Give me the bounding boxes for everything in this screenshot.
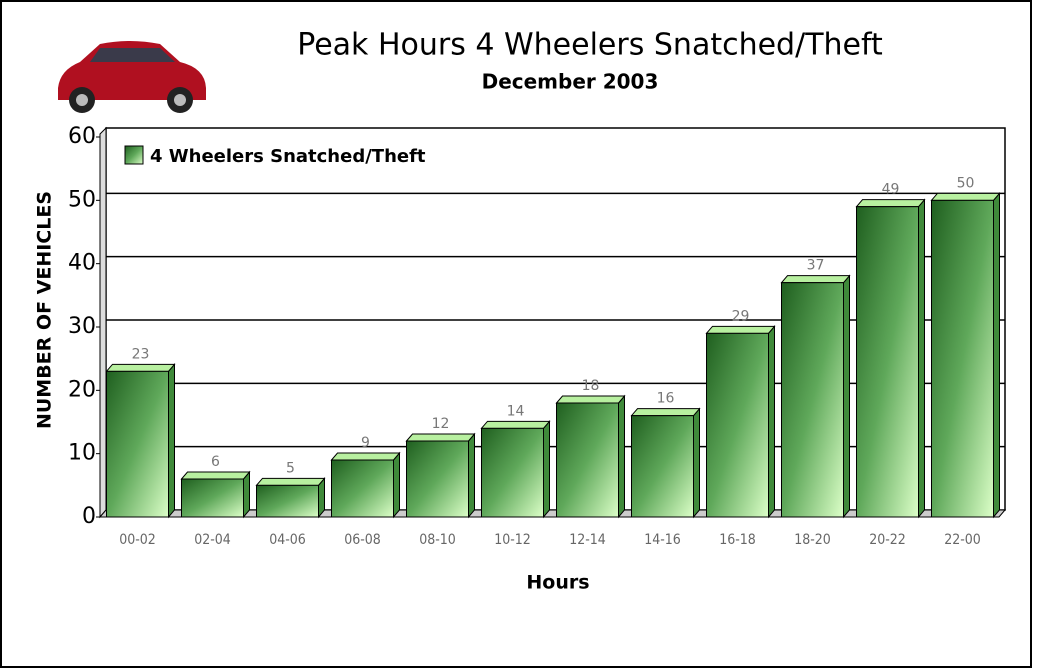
y-tick-label: 50 (68, 187, 96, 212)
x-axis-label: Hours (526, 572, 589, 594)
car-icon (58, 41, 206, 113)
bar (180, 470, 251, 519)
bar (630, 407, 701, 519)
bar (330, 451, 401, 519)
x-tick-label: 02-04 (194, 532, 231, 548)
value-label: 37 (807, 258, 825, 274)
x-tick-label: 00-02 (119, 532, 156, 548)
value-label: 14 (507, 403, 525, 419)
value-label: 23 (132, 346, 150, 362)
bar (480, 419, 551, 519)
chart-subtitle: December 2003 (482, 70, 659, 94)
chart-title: Peak Hours 4 Wheelers Snatched/Theft (297, 28, 883, 63)
legend-swatch (124, 145, 144, 165)
y-tick-label: 40 (68, 251, 96, 276)
y-tick-label: 60 (68, 124, 96, 149)
x-tick-label: 04-06 (269, 532, 306, 548)
value-label: 6 (211, 454, 220, 470)
plot-floor (98, 509, 1007, 518)
x-tick-label: 12-14 (569, 532, 606, 548)
value-label: 12 (432, 416, 450, 432)
x-tick-label: 22-00 (944, 532, 981, 548)
bar (555, 394, 626, 519)
value-label: 18 (582, 378, 600, 394)
value-label: 29 (732, 308, 750, 324)
value-label: 50 (957, 175, 975, 191)
x-tick-label: 18-20 (794, 532, 831, 548)
x-tick-label: 06-08 (344, 532, 381, 548)
y-tick-label: 30 (68, 314, 96, 339)
value-label: 5 (286, 460, 295, 476)
bar (705, 324, 776, 519)
x-tick-label: 20-22 (869, 532, 906, 548)
x-tick-label: 10-12 (494, 532, 531, 548)
y-tick-label: 20 (68, 377, 96, 402)
bar (405, 432, 476, 519)
bar (255, 476, 326, 519)
x-tick-label: 08-10 (419, 532, 456, 548)
x-tick-label: 14-16 (644, 532, 681, 548)
value-label: 49 (882, 182, 900, 198)
bar (930, 191, 1001, 519)
bar (855, 198, 926, 519)
y-axis-label: NUMBER OF VEHICLES (34, 191, 56, 429)
y-tick-label: 10 (68, 441, 96, 466)
legend-label: 4 Wheelers Snatched/Theft (150, 146, 426, 167)
y-tick-label: 0 (82, 504, 96, 529)
bar (105, 362, 176, 519)
value-label: 16 (657, 391, 675, 407)
plot-side (99, 126, 107, 519)
x-tick-label: 16-18 (719, 532, 756, 548)
value-label: 9 (361, 435, 370, 451)
bar (780, 274, 851, 519)
